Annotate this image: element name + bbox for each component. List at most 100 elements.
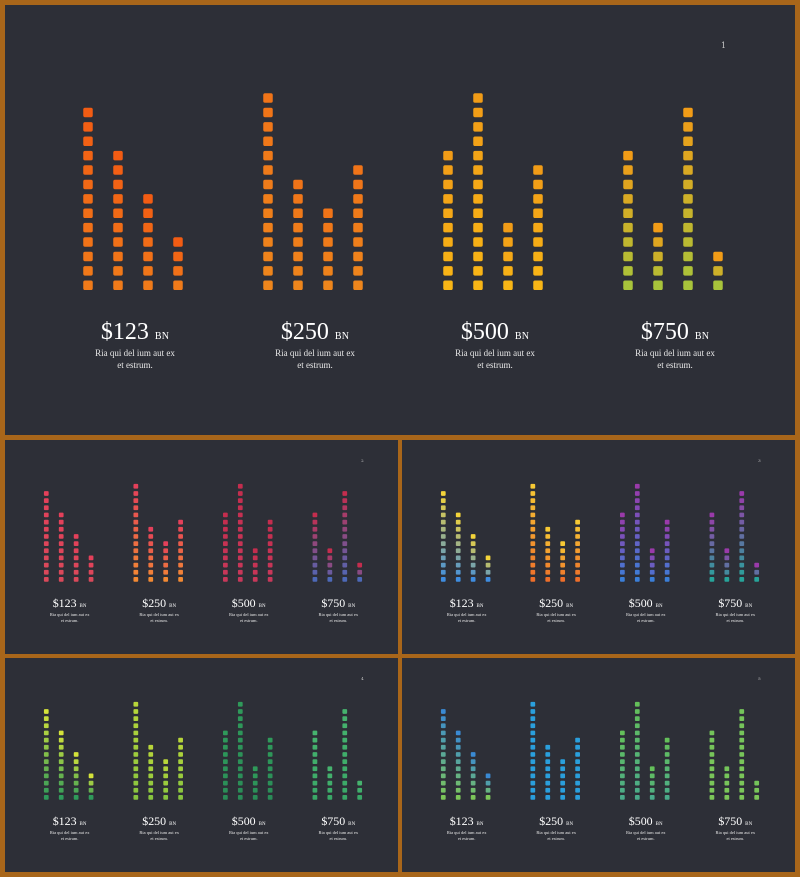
- bar-segment: [223, 534, 228, 539]
- bar-chart: [43, 701, 363, 800]
- bar-segment: [223, 548, 228, 554]
- bar-segment: [223, 795, 228, 800]
- bar-segment: [533, 194, 543, 204]
- bar-segment: [473, 222, 483, 233]
- bar-group-4: [709, 709, 760, 800]
- value-label-3: $500 BN Ria qui del ium aut ex et estrum.: [618, 814, 673, 842]
- bar-segment: [133, 752, 139, 757]
- bar-segment: [683, 194, 693, 204]
- bar-group-1: [440, 491, 491, 582]
- bar-segment: [440, 737, 446, 743]
- bar: [73, 752, 79, 800]
- bar-segment: [634, 498, 640, 503]
- bar-segment: [470, 773, 476, 779]
- bar-segment: [223, 541, 228, 546]
- bar-segment: [148, 555, 154, 561]
- bar-segment: [664, 526, 670, 532]
- bar-segment: [353, 222, 363, 233]
- bar-segment: [113, 280, 123, 290]
- bar-segment: [620, 752, 625, 757]
- bar-segment: [664, 787, 670, 793]
- bar: [148, 744, 154, 800]
- bar: [342, 709, 348, 800]
- bar-segment: [530, 548, 536, 554]
- bar-segment: [223, 759, 228, 764]
- bar-segment: [455, 759, 461, 764]
- bar-segment: [575, 555, 580, 561]
- amount-unit: BN: [154, 331, 170, 342]
- bar-segment: [357, 569, 363, 575]
- bar-segment: [530, 716, 536, 721]
- bar-segment: [530, 766, 536, 772]
- bar-segment: [293, 222, 303, 233]
- bar: [664, 737, 670, 800]
- bar-segment: [252, 577, 258, 582]
- bar-segment: [634, 701, 640, 707]
- amount: $750 BN: [708, 596, 763, 611]
- amount: $500 BN: [618, 596, 673, 611]
- bar-segment: [113, 251, 123, 262]
- bar: [653, 222, 663, 290]
- bar-segment: [88, 773, 94, 779]
- bar-segment: [223, 787, 228, 793]
- description: Ria qui del ium aut ex et estrum.: [455, 348, 535, 370]
- bar-segment: [312, 766, 318, 772]
- bar-segment: [739, 548, 745, 554]
- bar: [530, 483, 536, 582]
- amount-value: $500: [628, 814, 653, 829]
- bar-segment: [530, 555, 536, 561]
- bar-segment: [113, 179, 123, 190]
- bar-segment: [560, 795, 566, 800]
- value-label-1: $123 BN Ria qui del ium aut ex et estrum.: [439, 814, 494, 842]
- bar-segment: [252, 548, 258, 554]
- bar-segment: [623, 237, 633, 247]
- bar-segment: [293, 251, 303, 262]
- bar-segment: [83, 222, 93, 233]
- bar-segment: [327, 577, 333, 582]
- bar-segment: [353, 194, 363, 204]
- bar-segment: [58, 519, 64, 525]
- bar-segment: [649, 795, 655, 800]
- bar: [649, 766, 655, 800]
- bar-segment: [634, 752, 640, 757]
- description: Ria qui del ium aut ex et estrum.: [715, 612, 756, 624]
- bar-segment: [530, 491, 536, 496]
- bar-segment: [237, 562, 243, 568]
- bar-segment: [173, 251, 183, 262]
- bar-segment: [43, 541, 49, 546]
- bar: [754, 562, 760, 582]
- bar-segment: [323, 208, 333, 218]
- amount-value: $250: [142, 596, 167, 611]
- bar-segment: [237, 766, 243, 772]
- value-label-2: $250 BN Ria qui del ium aut ex et estrum.: [132, 596, 187, 624]
- bar-segment: [440, 752, 446, 757]
- slide-3: 3 $123 BN Ria qui del ium aut ex et estrum.…: [402, 440, 795, 654]
- bar-segment: [73, 780, 79, 786]
- bar-segment: [739, 569, 745, 575]
- amount: $123 BN: [42, 814, 97, 829]
- bar-segment: [133, 723, 139, 729]
- amount-value: $500: [231, 814, 256, 829]
- value-label-4: $750 BN Ria qui del ium aut ex et estrum.: [620, 319, 730, 371]
- bar-segment: [620, 534, 625, 539]
- bar-segment: [754, 562, 760, 568]
- bar: [470, 752, 476, 800]
- bar-segment: [252, 795, 258, 800]
- bar-segment: [575, 569, 580, 575]
- bar-segment: [649, 555, 655, 561]
- bar-segment: [223, 773, 228, 779]
- bar-segment: [634, 562, 640, 568]
- bar-segment: [455, 534, 461, 539]
- bar-segment: [709, 569, 715, 575]
- bar-segment: [620, 744, 625, 750]
- bar-segment: [754, 569, 760, 575]
- bar-segment: [133, 519, 139, 525]
- bar-segment: [133, 730, 139, 736]
- bar-segment: [754, 795, 760, 800]
- bar-segment: [443, 266, 453, 276]
- value-label-2: $250 BN Ria qui del ium aut ex et estrum.: [529, 596, 584, 624]
- bar-segment: [530, 780, 536, 786]
- bar-segment: [683, 179, 693, 190]
- bar-segment: [754, 780, 760, 786]
- bar-segment: [133, 780, 139, 786]
